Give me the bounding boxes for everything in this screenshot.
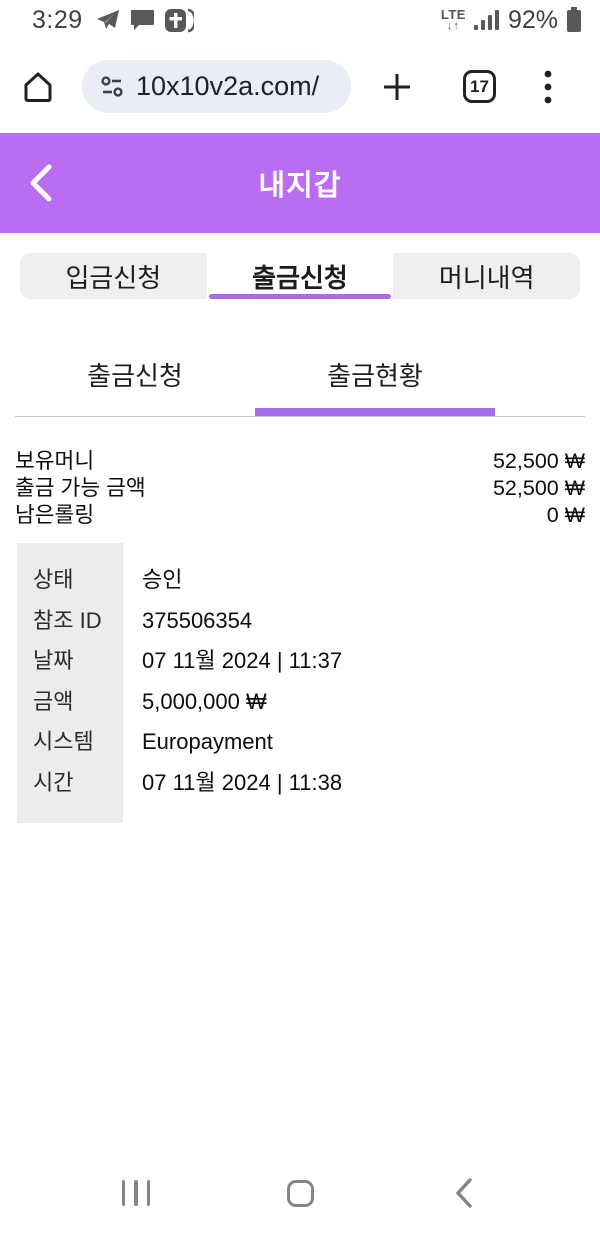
back-icon[interactable] (28, 161, 62, 205)
home-button-icon[interactable] (280, 1173, 320, 1213)
balance-value: 52,500 ₩ (492, 449, 585, 473)
network-indicator: LTE ↓↑ (440, 7, 466, 32)
record-label: 금액 (33, 688, 74, 714)
balance-summary: 보유머니 52,500 ₩ 출금 가능 금액 52,500 ₩ 남은롤링 0 ₩ (0, 448, 600, 529)
wallet-tabs: 입금신청 출금신청 머니내역 (20, 253, 580, 299)
message-notification-icon (130, 8, 155, 32)
home-icon[interactable] (20, 69, 56, 105)
cross-app-notification-icon (164, 8, 194, 33)
record-label: 시간 (33, 769, 74, 795)
balance-row: 보유머니 52,500 ₩ (15, 448, 585, 475)
record-amount: 5,000,000 ₩ (142, 688, 267, 714)
tab-deposit-request[interactable]: 입금신청 (65, 262, 162, 293)
record-label: 참조 ID (33, 607, 102, 633)
balance-row: 출금 가능 금액 52,500 ₩ (15, 475, 585, 502)
back-nav-icon[interactable] (444, 1173, 484, 1213)
page-title: 내지갑 (258, 170, 342, 202)
active-subtab-indicator (255, 408, 495, 416)
record-label: 시스템 (33, 729, 94, 754)
recents-icon[interactable] (116, 1173, 156, 1213)
active-tab-indicator (208, 294, 392, 299)
subtab-withdraw-request[interactable]: 출금신청 (87, 361, 183, 391)
withdrawal-record-card: 상태 참조 ID 날짜 금액 시스템 시간 승인 375506354 07 11… (17, 543, 585, 823)
record-time: 07 11월 2024 | 11:38 (142, 769, 343, 795)
balance-label: 출금 가능 금액 (15, 476, 146, 500)
url-text[interactable]: 10x10v2a.com/ (136, 71, 320, 101)
record-value-column: 승인 375506354 07 11월 2024 | 11:37 5,000,0… (123, 543, 585, 823)
url-bar[interactable]: 10x10v2a.com/ (82, 60, 351, 113)
battery-percent: 92% (507, 5, 558, 34)
tab-switcher-button[interactable]: 17 (463, 70, 496, 103)
browser-toolbar: 10x10v2a.com/ 17 (0, 40, 600, 133)
record-system: Europayment (142, 729, 273, 754)
signal-strength-icon (473, 9, 500, 31)
updown-arrows-icon: ↓↑ (446, 20, 460, 32)
balance-label: 남은롤링 (15, 503, 95, 527)
tab-count: 17 (470, 76, 489, 96)
tab-money-history[interactable]: 머니내역 (438, 262, 535, 293)
tab-withdraw-request[interactable]: 출금신청 (206, 253, 394, 299)
balance-row: 남은롤링 0 ₩ (15, 502, 585, 529)
record-label-column: 상태 참조 ID 날짜 금액 시스템 시간 (17, 543, 123, 823)
balance-label: 보유머니 (15, 449, 95, 473)
telegram-notification-icon (95, 8, 121, 32)
balance-value: 52,500 ₩ (492, 476, 585, 500)
browser-menu-icon[interactable] (540, 67, 556, 107)
subtab-withdraw-status[interactable]: 출금현황 (327, 361, 423, 391)
record-reference-id: 375506354 (142, 607, 253, 633)
new-tab-icon[interactable] (377, 67, 417, 107)
status-bar: 3:29 LTE ↓↑ (0, 0, 600, 40)
record-date: 07 11월 2024 | 11:37 (142, 648, 343, 673)
wallet-header: 내지갑 (0, 133, 600, 233)
record-label: 상태 (33, 567, 74, 592)
withdraw-subtabs: 출금신청 출금현황 (15, 333, 585, 417)
site-settings-icon[interactable] (100, 75, 124, 99)
battery-icon (566, 7, 582, 33)
record-label: 날짜 (33, 648, 74, 673)
balance-value: 0 ₩ (546, 503, 585, 527)
clock: 3:29 (32, 5, 83, 34)
android-navigation-bar (0, 1153, 600, 1233)
record-status: 승인 (142, 567, 183, 592)
